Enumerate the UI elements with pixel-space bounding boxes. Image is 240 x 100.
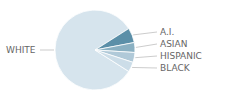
slice <box>95 50 133 71</box>
leader-line <box>40 50 54 51</box>
slice-label: A.I. <box>160 27 174 37</box>
chart: WHITE A.I. ASIAN HISPANIC BLACK <box>0 0 240 100</box>
leader-line <box>135 56 157 58</box>
slice-label: HISPANIC <box>160 51 202 61</box>
leader-line <box>132 67 157 69</box>
slice-label: WHITE <box>6 45 36 55</box>
leader-line <box>133 32 157 35</box>
leader-line <box>136 44 157 47</box>
pie <box>55 10 135 90</box>
labels: WHITE A.I. ASIAN HISPANIC BLACK <box>6 27 202 73</box>
slice-label: BLACK <box>160 63 191 73</box>
slice-label: ASIAN <box>160 39 187 49</box>
